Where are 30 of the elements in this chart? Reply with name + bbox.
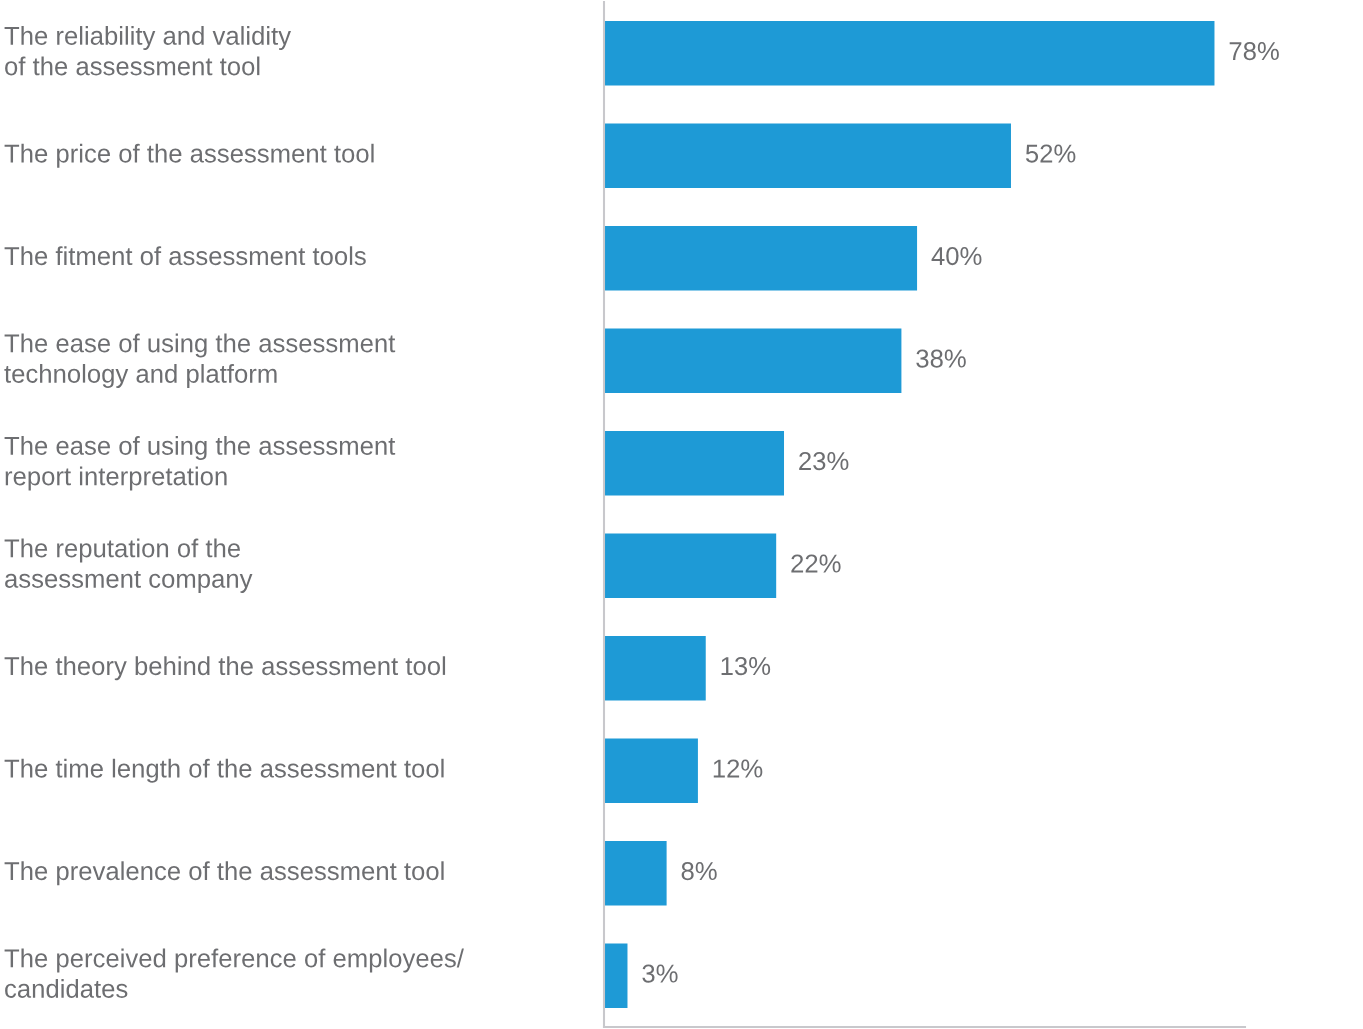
y-tick-label: The prevalence of the assessment tool: [4, 861, 444, 886]
data-label: 40%: [931, 246, 982, 266]
data-label: 23%: [799, 451, 849, 471]
y-tick-label: The ease of using the assessment technology and platform: [4, 333, 396, 388]
bar: [604, 943, 628, 1009]
y-tick-label: The time length of the assessment tool: [4, 758, 444, 783]
y-tick-label: The price of the assessment tool: [4, 143, 374, 168]
bar: [604, 840, 667, 906]
data-label: 52%: [1025, 144, 1076, 163]
data-label: 12%: [713, 759, 763, 778]
bar: [604, 533, 777, 599]
y-tick-label: The ease of using the assessment report interpretation: [4, 436, 396, 491]
data-label: 3%: [642, 964, 678, 983]
data-label: 8%: [681, 861, 717, 881]
bar: [604, 225, 918, 291]
bar: [604, 20, 1215, 86]
y-tick-label: The fitment of assessment tools: [4, 246, 366, 266]
y-tick-label: The theory behind the assessment tool: [4, 656, 446, 681]
bar: [604, 123, 1011, 189]
data-label: 38%: [916, 349, 966, 368]
bar: [604, 328, 902, 394]
data-label: 22%: [791, 554, 841, 573]
bar: [604, 635, 706, 701]
y-tick-label: The reliability and validity of the assessment tool: [4, 26, 292, 76]
bar: [604, 430, 785, 496]
data-label: 13%: [721, 656, 771, 676]
data-label: 78%: [1229, 41, 1279, 61]
bar: [604, 738, 698, 804]
y-tick-label: The reputation of the assessment company: [4, 538, 253, 593]
y-tick-label: The perceived preference of employees/ candidates: [4, 948, 464, 998]
